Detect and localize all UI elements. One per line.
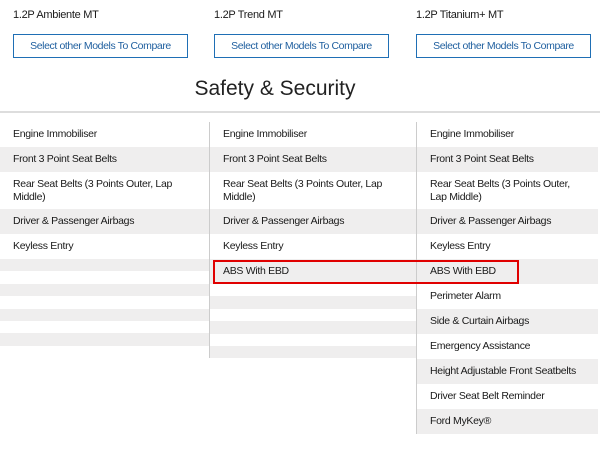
feature-row: Height Adjustable Front Seatbelts [417,359,598,384]
divider [0,111,600,113]
feature-column-2: Engine Immobiliser Front 3 Point Seat Bel… [209,122,417,359]
feature-row: Front 3 Point Seat Belts [210,147,417,172]
feature-row: Engine Immobiliser [430,128,514,140]
feature-row: Emergency Assistance [430,340,531,352]
feature-row: Rear Seat Belts (3 Points Outer, Lap Mid… [223,178,383,203]
feature-row: Rear Seat Belts (3 Points Outer, Lap Mid… [430,178,570,203]
empty-row [0,296,209,308]
empty-row [0,321,209,333]
feature-row: Keyless Entry [223,240,284,252]
empty-row [0,283,209,297]
feature-row: Front 3 Point Seat Belts [417,147,598,172]
empty-row [210,321,417,334]
feature-row: Driver & Passenger Airbags [210,209,417,234]
empty-row [0,308,209,321]
feature-column-3: Engine Immobiliser Front 3 Point Seat Bel… [416,122,598,434]
empty-row [210,309,417,321]
feature-row: Driver & Passenger Airbags [417,209,598,234]
feature-row: Rear Seat Belts (3 Points Outer, Lap Mid… [13,178,173,203]
empty-row [0,333,209,346]
highlight-box [213,260,519,284]
feature-row: Engine Immobiliser [13,128,97,140]
feature-row: Front 3 Point Seat Belts [0,147,209,172]
feature-row: Driver Seat Belt Reminder [430,390,545,402]
empty-row [210,345,417,359]
empty-row [210,284,417,296]
empty-row [210,296,417,309]
empty-row [0,271,209,283]
empty-row [0,259,209,272]
model-name-3: 1.2P Titanium+ MT [416,9,504,21]
feature-row: Driver & Passenger Airbags [0,209,209,234]
section-title: Safety & Security [194,77,356,100]
feature-row: Perimeter Alarm [430,290,501,302]
feature-row: Keyless Entry [430,240,491,252]
empty-row [210,334,417,346]
feature-row: Keyless Entry [13,240,74,252]
select-model-button-2[interactable]: Select other Models To Compare [214,34,389,58]
feature-row: ABS With EBD [210,259,417,284]
model-name-1: 1.2P Ambiente MT [13,9,99,21]
feature-column-1: Engine Immobiliser Front 3 Point Seat Bel… [0,122,209,346]
select-model-button-3[interactable]: Select other Models To Compare [416,34,591,58]
feature-row: Ford MyKey® [417,409,598,434]
feature-row: ABS With EBD [417,259,598,284]
feature-row: Engine Immobiliser [223,128,307,140]
model-name-2: 1.2P Trend MT [214,9,283,21]
feature-row: Side & Curtain Airbags [417,309,598,334]
select-model-button-1[interactable]: Select other Models To Compare [13,34,188,58]
